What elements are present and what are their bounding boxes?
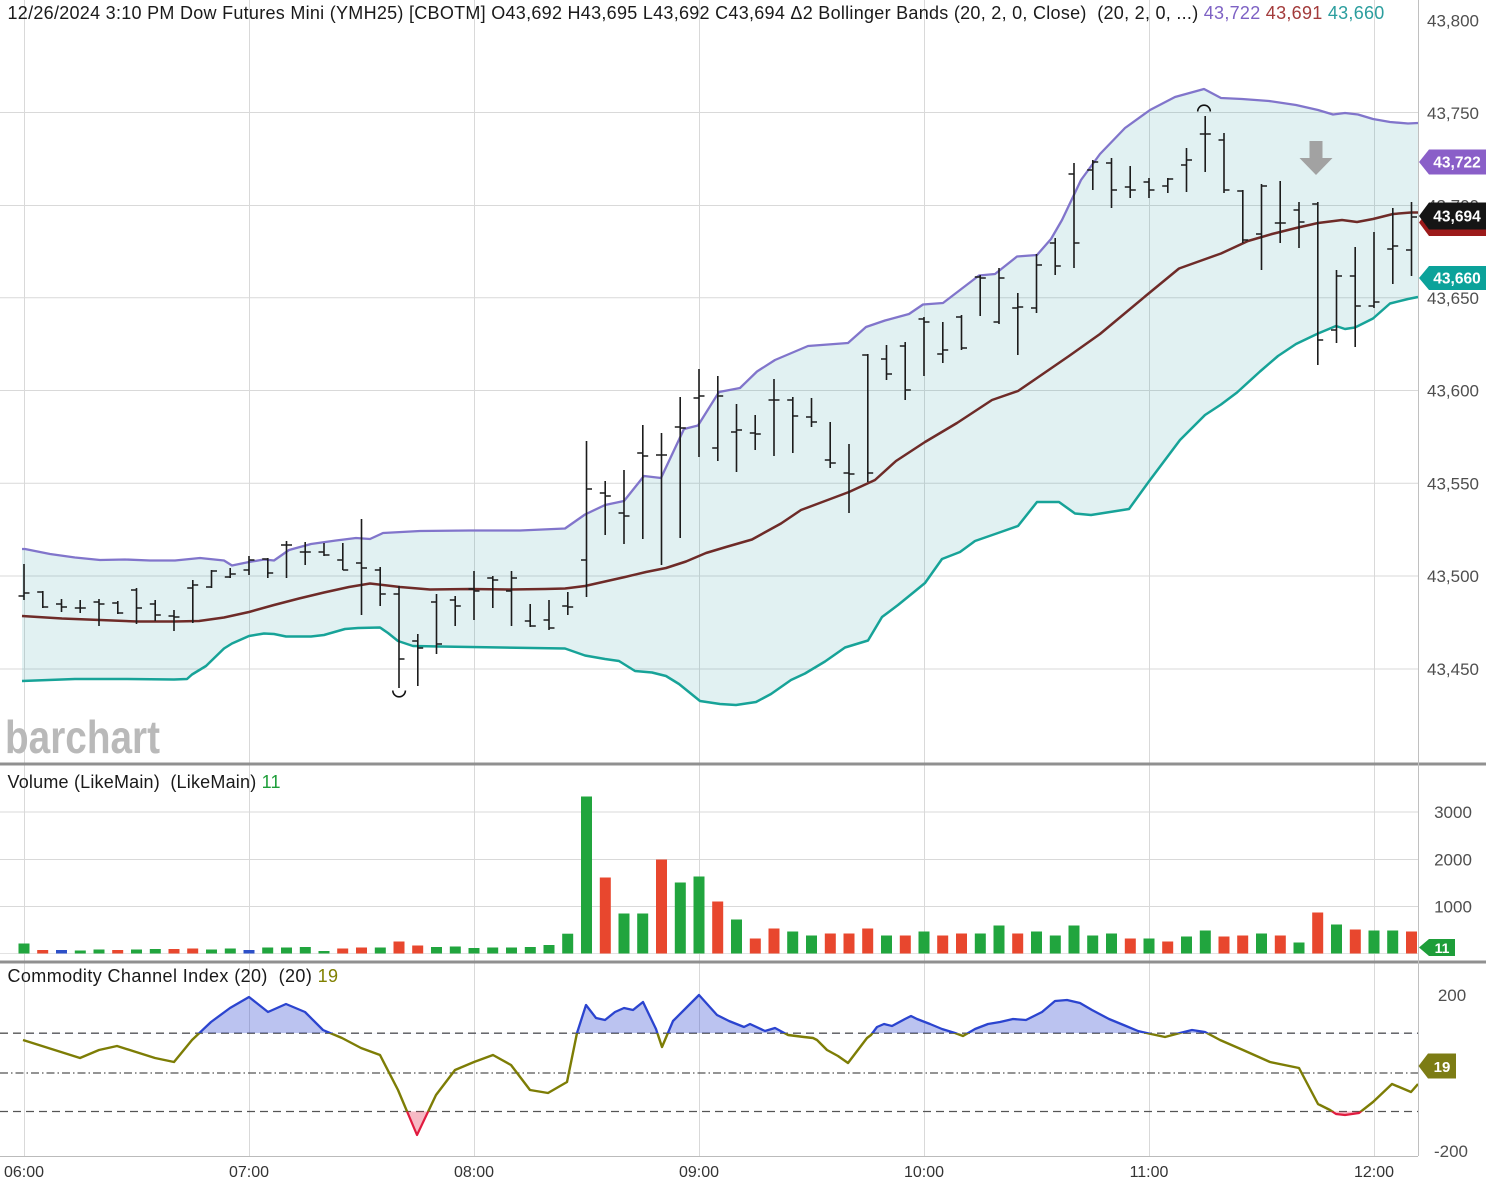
svg-text:08:00: 08:00 <box>454 1164 494 1181</box>
svg-text:43,660: 43,660 <box>1433 271 1480 288</box>
svg-text:43,600: 43,600 <box>1427 382 1479 401</box>
svg-text:-200: -200 <box>1434 1142 1468 1161</box>
svg-text:43,800: 43,800 <box>1427 12 1479 31</box>
svg-text:43,694: 43,694 <box>1433 209 1481 226</box>
svg-text:200: 200 <box>1438 986 1466 1005</box>
svg-text:06:00: 06:00 <box>4 1164 44 1181</box>
svg-text:12:00: 12:00 <box>1354 1164 1394 1181</box>
svg-text:19: 19 <box>1434 1059 1451 1076</box>
svg-text:43,550: 43,550 <box>1427 474 1479 493</box>
svg-text:43,750: 43,750 <box>1427 104 1479 123</box>
svg-text:12/26/2024 3:10 PM Dow Futures: 12/26/2024 3:10 PM Dow Futures Mini (YMH… <box>8 3 1385 23</box>
svg-text:07:00: 07:00 <box>229 1164 269 1181</box>
svg-text:10:00: 10:00 <box>904 1164 944 1181</box>
svg-text:Volume (LikeMain) (LikeMain): Volume (LikeMain) (LikeMain) 11 <box>8 772 281 792</box>
svg-text:1000: 1000 <box>1434 898 1472 917</box>
svg-text:barchart: barchart <box>5 711 160 763</box>
svg-text:2000: 2000 <box>1434 851 1472 870</box>
svg-text:43,500: 43,500 <box>1427 567 1479 586</box>
svg-text:43,650: 43,650 <box>1427 289 1479 308</box>
svg-text:43,450: 43,450 <box>1427 660 1479 679</box>
svg-text:11:00: 11:00 <box>1130 1164 1169 1181</box>
svg-text:43,722: 43,722 <box>1433 155 1480 172</box>
svg-text:Commodity Channel Index (20): Commodity Channel Index (20) (20) 19 <box>8 966 339 986</box>
svg-text:3000: 3000 <box>1434 803 1472 822</box>
svg-text:11: 11 <box>1435 940 1450 956</box>
svg-text:09:00: 09:00 <box>679 1164 719 1181</box>
